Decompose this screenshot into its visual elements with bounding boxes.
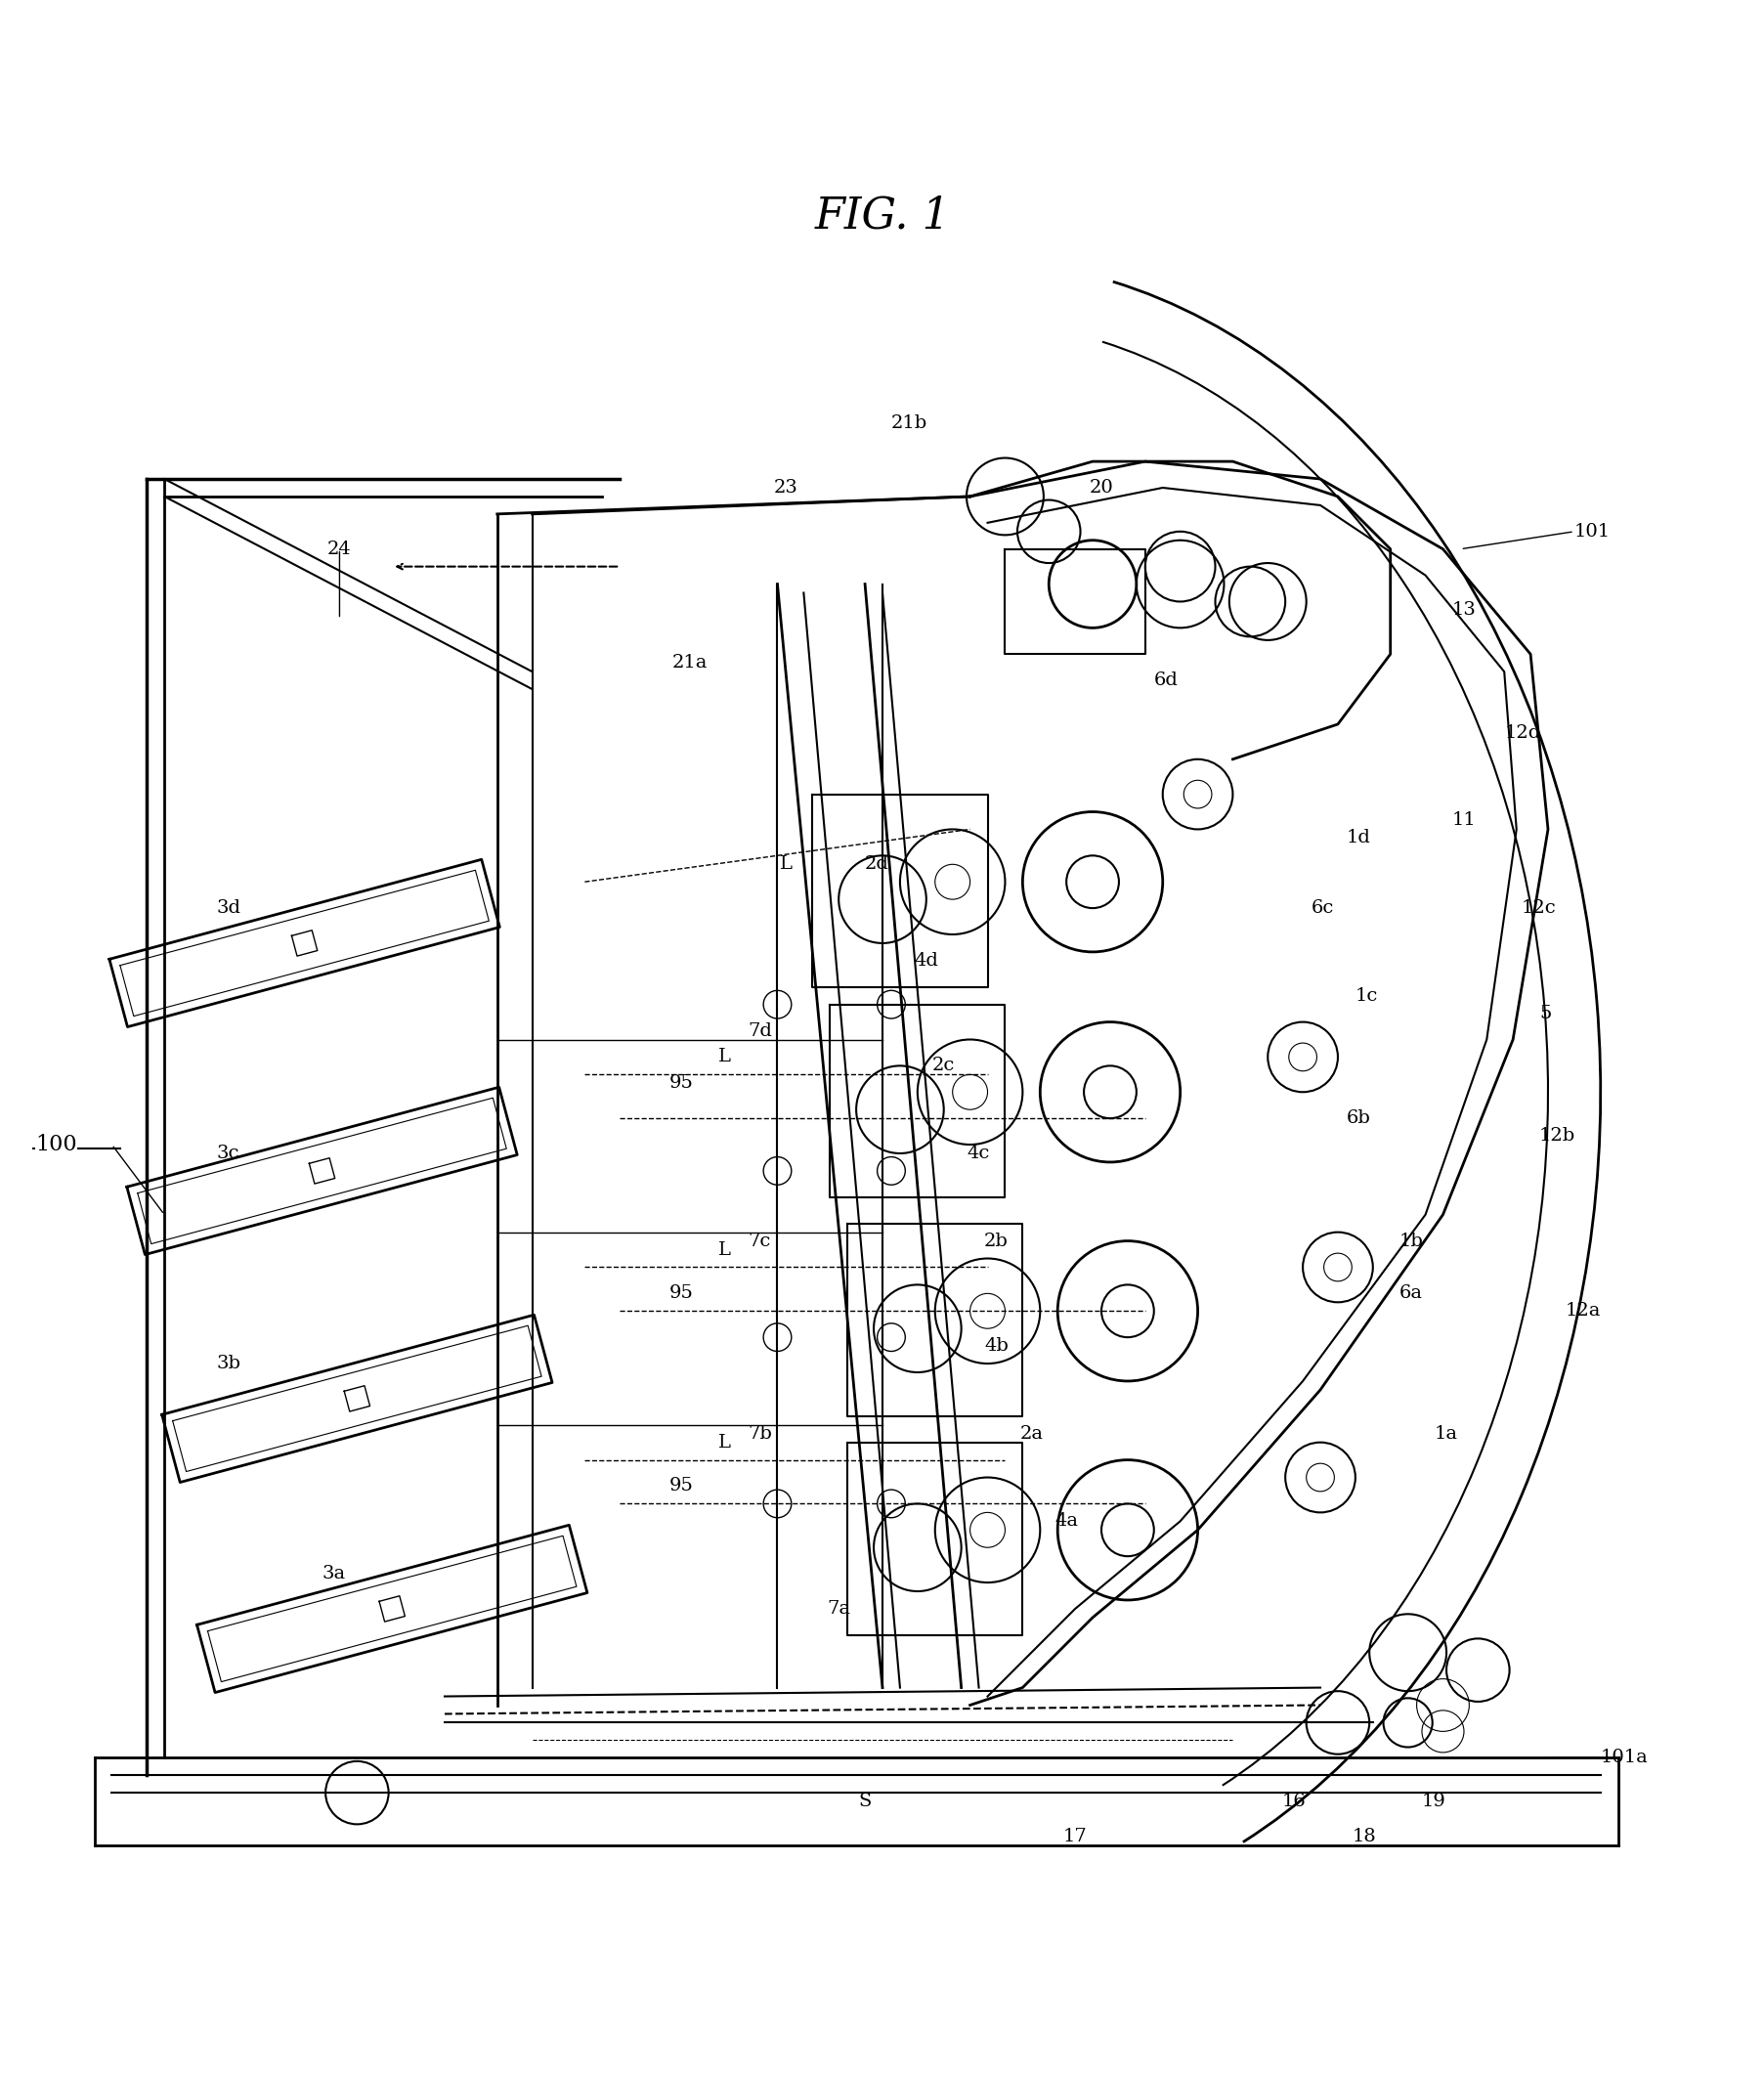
Text: 4c: 4c	[967, 1146, 990, 1162]
Text: S: S	[857, 1792, 871, 1811]
Text: 21a: 21a	[672, 655, 707, 672]
Text: L: L	[718, 1048, 730, 1067]
Text: 18: 18	[1351, 1827, 1376, 1846]
Text: 12a: 12a	[1565, 1301, 1600, 1320]
Text: 12c: 12c	[1521, 900, 1556, 917]
Text: 95: 95	[669, 1075, 693, 1091]
Text: 1c: 1c	[1355, 988, 1378, 1004]
Text: 101: 101	[1573, 522, 1611, 541]
Text: 2c: 2c	[931, 1056, 954, 1075]
Text: 3b: 3b	[217, 1356, 242, 1372]
Text: L: L	[780, 857, 792, 873]
Text: 3d: 3d	[217, 900, 242, 917]
Text: 7b: 7b	[748, 1424, 771, 1443]
Text: 19: 19	[1422, 1792, 1445, 1811]
Text: 7c: 7c	[748, 1233, 771, 1249]
Text: 3c: 3c	[217, 1146, 240, 1162]
Text: 1b: 1b	[1399, 1233, 1424, 1249]
Text: 2d: 2d	[864, 857, 889, 873]
Text: 6c: 6c	[1311, 900, 1334, 917]
Text: 24: 24	[328, 541, 351, 557]
Text: 6d: 6d	[1154, 672, 1178, 690]
Text: 13: 13	[1452, 601, 1475, 620]
Text: 95: 95	[669, 1478, 693, 1495]
Text: 5: 5	[1538, 1004, 1551, 1023]
Text: 20: 20	[1088, 478, 1113, 497]
Text: 6a: 6a	[1399, 1285, 1422, 1301]
Text: 4a: 4a	[1055, 1511, 1078, 1530]
Text: 7a: 7a	[827, 1601, 850, 1617]
Text: 17: 17	[1062, 1827, 1087, 1846]
Text: 16: 16	[1281, 1792, 1305, 1811]
Text: 11: 11	[1452, 811, 1475, 830]
Text: 2b: 2b	[984, 1233, 1007, 1249]
Text: 12b: 12b	[1538, 1127, 1575, 1146]
Text: 1d: 1d	[1346, 830, 1371, 846]
Text: 12d: 12d	[1503, 723, 1540, 742]
Text: L: L	[718, 1241, 730, 1258]
Text: L: L	[718, 1435, 730, 1451]
Text: 4b: 4b	[984, 1337, 1007, 1356]
Text: 3a: 3a	[321, 1565, 346, 1582]
Text: 100: 100	[35, 1133, 78, 1156]
Text: 4d: 4d	[914, 952, 938, 969]
Text: 101a: 101a	[1600, 1748, 1648, 1767]
Text: FIG. 1: FIG. 1	[815, 195, 949, 237]
Text: 21b: 21b	[891, 414, 926, 432]
Text: 100: 100	[41, 1135, 78, 1154]
Text: 6b: 6b	[1346, 1110, 1371, 1127]
Text: 7d: 7d	[748, 1023, 771, 1040]
Text: 2a: 2a	[1020, 1424, 1043, 1443]
Text: 1a: 1a	[1434, 1424, 1457, 1443]
Text: 23: 23	[774, 478, 797, 497]
Text: 95: 95	[669, 1285, 693, 1301]
